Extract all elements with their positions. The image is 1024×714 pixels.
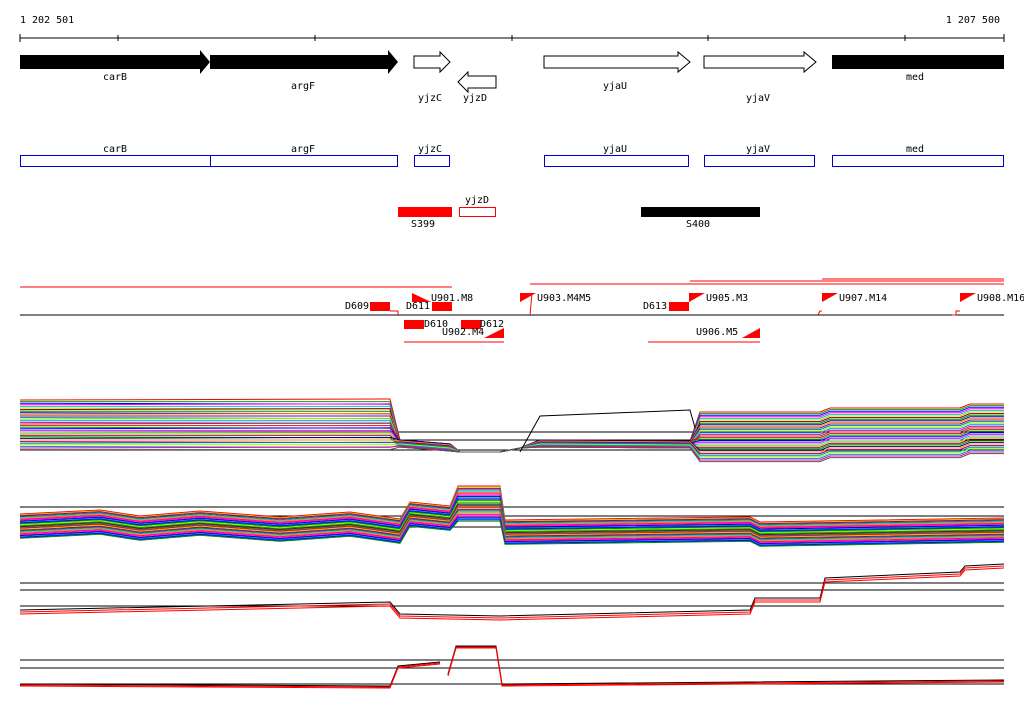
trace	[19, 490, 1005, 527]
trace	[19, 520, 1005, 547]
feature-label: D612	[480, 319, 504, 330]
trace	[19, 488, 1005, 525]
trace	[19, 510, 1005, 540]
box-label: yjaU	[603, 144, 627, 155]
axis: 1 202 501 1 207 500	[19, 15, 1005, 42]
box-label: yjaV	[746, 144, 770, 155]
trace	[19, 444, 1004, 459]
axis-start: 1 202 501	[20, 15, 74, 26]
features: D609 D611 U901.M8 U903.M4M5 D613 U905.M3…	[20, 278, 1024, 343]
gene-label: argF	[291, 81, 315, 92]
feature-label: U908.M16	[977, 293, 1024, 304]
trace	[19, 505, 1005, 537]
gene-label: med	[906, 72, 924, 83]
trace	[19, 441, 1004, 456]
trace	[19, 507, 1005, 538]
segment-label: S400	[686, 219, 710, 230]
trace	[19, 565, 1005, 619]
trace	[20, 443, 1004, 458]
gene-label: yjzC	[418, 93, 442, 104]
segment-label: S399	[411, 219, 435, 230]
trace	[20, 446, 1004, 463]
trace	[19, 498, 1005, 532]
trace	[19, 492, 1005, 528]
feature-label: U902.M4	[442, 327, 484, 338]
trace	[19, 514, 1005, 543]
trace	[19, 506, 1005, 537]
trace	[19, 445, 1004, 461]
trace	[19, 516, 1005, 545]
gene-label: yjaU	[603, 81, 627, 92]
feature-label: U907.M14	[839, 293, 887, 304]
segment-label: yjzD	[465, 195, 489, 206]
gene-arrows: carB argF yjzC yjzD yjaU yjaV med	[20, 50, 1004, 104]
trace	[20, 439, 1004, 453]
trace	[19, 662, 441, 688]
trace	[19, 489, 1005, 526]
trace	[19, 518, 1005, 546]
trace	[19, 486, 1005, 524]
box-label: carB	[103, 144, 127, 155]
gene-label: yjzD	[463, 93, 487, 104]
trace	[19, 661, 441, 687]
feature-label: U905.M3	[706, 293, 748, 304]
trace	[19, 511, 1005, 541]
trace	[19, 519, 1005, 546]
trace	[447, 646, 1005, 686]
trace	[19, 497, 1005, 531]
feature-label: D613	[643, 301, 667, 312]
feature-label: U903.M4M5	[537, 293, 591, 304]
trace	[447, 645, 1005, 685]
trace	[19, 493, 1005, 528]
gene-label: yjaV	[746, 93, 770, 104]
trace	[19, 563, 1005, 617]
trace	[19, 441, 1004, 455]
trace	[19, 436, 1004, 453]
gene-boxes	[20, 155, 1004, 167]
feature-label: D611	[406, 301, 430, 312]
trace	[19, 503, 1005, 536]
trace	[19, 499, 1005, 533]
trace	[19, 501, 1005, 534]
trace	[19, 512, 1005, 542]
trace	[19, 494, 1005, 529]
feature-label: U906.M5	[696, 327, 738, 338]
box-label: yjzC	[418, 144, 442, 155]
expression-traces	[19, 398, 1005, 689]
feature-label: D610	[424, 319, 448, 330]
segments: yjzD S399 S400	[398, 195, 760, 230]
trace	[19, 495, 1005, 530]
axis-end: 1 207 500	[946, 15, 1000, 26]
box-label: argF	[291, 144, 315, 155]
trace	[19, 567, 1005, 621]
trace	[19, 485, 1005, 523]
trace	[519, 409, 696, 453]
feature-label: U901.M8	[431, 293, 473, 304]
trace	[19, 508, 1005, 539]
trace	[19, 515, 1005, 544]
feature-label: D609	[345, 301, 369, 312]
box-label: med	[906, 144, 924, 155]
trace	[19, 502, 1005, 535]
gene-label: carB	[103, 72, 127, 83]
